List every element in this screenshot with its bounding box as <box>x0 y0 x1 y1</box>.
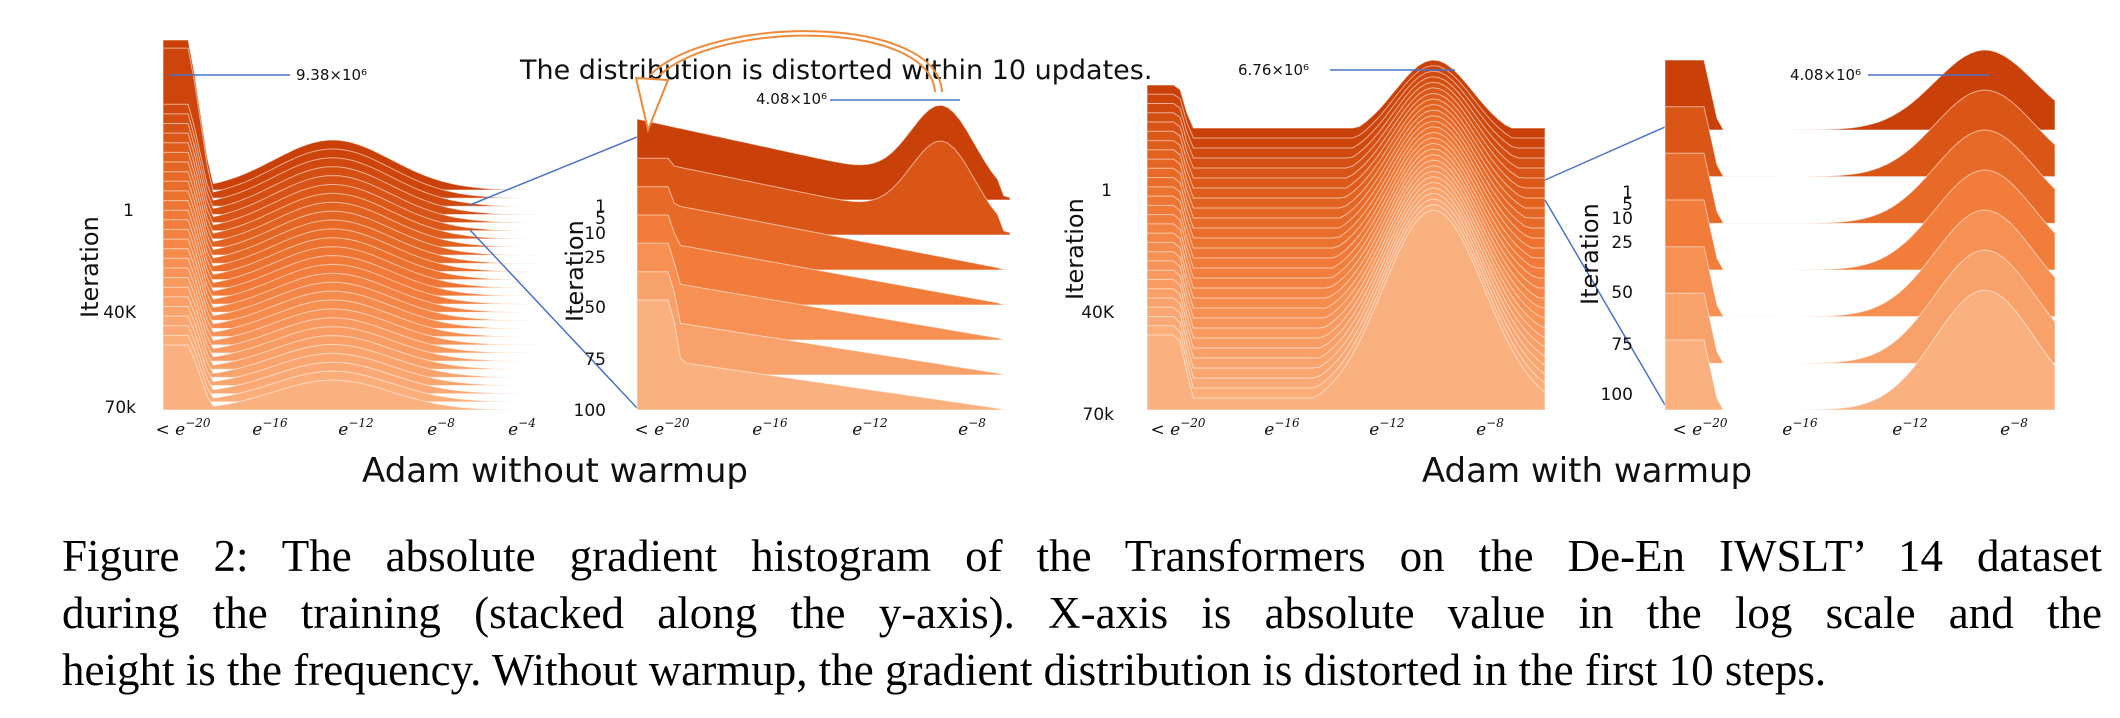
y-tick-label: 1 <box>1101 181 1112 201</box>
y-tick-label: 50 <box>584 298 606 318</box>
x-tick-label: e−4 <box>508 416 536 440</box>
figure-caption: Figure 2: The absolute gradient histogra… <box>62 528 2102 699</box>
zoom-connector <box>1544 199 1666 406</box>
y-tick-label: 75 <box>1611 335 1633 355</box>
y-tick-label: 10 <box>584 224 606 244</box>
y-tick-label: 25 <box>1611 233 1633 253</box>
x-tick-label: e−8 <box>427 416 455 440</box>
annotation-arrow <box>634 30 943 134</box>
peak-label: 4.08×10⁶ <box>1790 66 1861 84</box>
zoom-connector <box>1544 126 1666 181</box>
ridge-layer <box>636 271 1011 376</box>
panel-no-warmup-overview: 9.38×10⁶ Iteration 1 40K 70k < e−20 e−16… <box>76 39 541 440</box>
y-tick-label: 70k <box>1083 405 1115 425</box>
x-tick-label: < e−20 <box>1672 416 1727 440</box>
ridge-layers <box>162 39 541 411</box>
x-tick-label: e−8 <box>2000 416 2028 440</box>
y-tick-label: 100 <box>574 401 606 421</box>
caption-line: Figure 2: The absolute gradient histogra… <box>62 531 2102 581</box>
ridge-layers <box>1664 49 2056 411</box>
y-tick-label: 25 <box>584 248 606 268</box>
peak-label: 9.38×10⁶ <box>296 66 367 84</box>
ridge-layer <box>636 140 1011 236</box>
y-tick-label: 40K <box>1081 303 1115 323</box>
x-tick-label: e−16 <box>252 416 288 440</box>
zoom-connector <box>469 229 638 409</box>
y-tick-label: 5 <box>1622 195 1633 215</box>
y-tick-label: 100 <box>1601 385 1633 405</box>
ridge-layer <box>636 299 1011 411</box>
caption-line: during the training (stacked along the y… <box>62 588 2102 638</box>
y-tick-label: 70k <box>105 398 137 418</box>
x-tick-label: e−8 <box>1476 416 1504 440</box>
x-tick-labels: < e−20 e−16 e−12 e−8 e−4 <box>155 416 535 440</box>
panel-title: Adam with warmup <box>1422 451 1752 491</box>
x-tick-label: < e−20 <box>1150 416 1205 440</box>
x-tick-label: e−16 <box>1782 416 1818 440</box>
x-tick-label: e−12 <box>852 416 887 440</box>
panel-no-warmup-zoom: 4.08×10⁶ Iteration 1 5 10 25 50 75 100 <… <box>561 90 1011 440</box>
peak-label: 6.76×10⁶ <box>1238 61 1309 79</box>
ridge-layer <box>162 344 540 411</box>
x-tick-label: e−12 <box>338 416 373 440</box>
y-tick-label: 1 <box>123 201 134 221</box>
ridge-layer <box>1664 289 2056 411</box>
y-axis-label: Iteration <box>1061 198 1089 300</box>
x-tick-label: e−8 <box>958 416 986 440</box>
y-tick-label: 5 <box>595 209 606 229</box>
x-tick-label: < e−20 <box>155 416 210 440</box>
peak-label: 4.08×10⁶ <box>756 90 827 108</box>
ridge-layer <box>1146 209 1546 411</box>
y-tick-label: 50 <box>1611 283 1633 303</box>
ridge-layer <box>636 214 1011 306</box>
y-tick-label: 1 <box>595 197 606 217</box>
panel-title: Adam without warmup <box>362 451 748 491</box>
y-tick-label: 10 <box>1611 209 1633 229</box>
ridge-layer <box>636 242 1011 341</box>
y-axis-label: Iteration <box>76 216 104 318</box>
y-axis-label: Iteration <box>561 220 589 322</box>
caption-line: height is the frequency. Without warmup,… <box>62 645 1827 695</box>
x-tick-label: e−12 <box>1892 416 1927 440</box>
figure-2: 9.38×10⁶ Iteration 1 40K 70k < e−20 e−16… <box>76 30 2056 491</box>
y-tick-label: 40K <box>103 303 137 323</box>
x-tick-label: < e−20 <box>634 416 689 440</box>
y-tick-label: 75 <box>584 350 606 370</box>
x-tick-label: e−16 <box>752 416 788 440</box>
y-tick-label: 1 <box>1622 183 1633 203</box>
zoom-connector <box>469 136 638 206</box>
ridge-layer <box>636 186 1011 271</box>
x-tick-label: e−16 <box>1264 416 1300 440</box>
distortion-annotation: The distribution is distorted within 10 … <box>519 55 1152 86</box>
ridge-layers <box>636 104 1011 411</box>
x-tick-label: e−12 <box>1369 416 1404 440</box>
panel-warmup-zoom: 4.08×10⁶ Iteration 1 5 10 25 50 75 100 <… <box>1576 49 2056 440</box>
panel-warmup-overview: 6.76×10⁶ Iteration 1 40K 70k < e−20 e−16… <box>1061 59 1546 440</box>
y-axis-label: Iteration <box>1576 203 1604 305</box>
ridge-layers <box>1146 59 1546 411</box>
